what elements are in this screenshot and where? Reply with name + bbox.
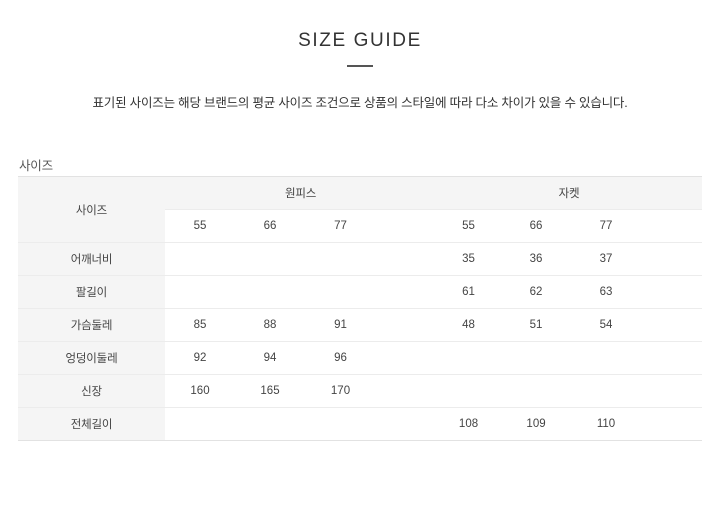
size-header-dress-66: 66 — [235, 209, 305, 243]
row-label: 엉덩이둘레 — [18, 341, 165, 375]
table-row: 팔길이 61 62 63 — [18, 275, 703, 309]
cell: 109 — [501, 407, 572, 441]
cell — [436, 374, 502, 408]
size-header-jacket-66: 66 — [501, 209, 572, 243]
cell — [235, 242, 305, 276]
cell: 88 — [235, 308, 305, 342]
table-row: 어깨너비 35 36 37 — [18, 242, 703, 276]
cell-spacer — [641, 242, 703, 276]
corner-label: 사이즈 — [18, 176, 165, 243]
size-header-jacket-spacer — [641, 209, 703, 243]
row-label: 팔길이 — [18, 275, 165, 309]
cell — [165, 407, 235, 441]
cell: 110 — [571, 407, 642, 441]
cell-spacer — [376, 275, 437, 309]
cell: 160 — [165, 374, 235, 408]
table-row: 엉덩이둘레 92 94 96 — [18, 341, 703, 375]
cell-spacer — [376, 374, 437, 408]
row-label: 전체길이 — [18, 407, 165, 441]
size-header-row: 55 66 77 55 66 77 — [18, 209, 703, 243]
cell: 62 — [501, 275, 572, 309]
row-label: 어깨너비 — [18, 242, 165, 276]
cell: 170 — [305, 374, 376, 408]
cell-spacer — [641, 407, 703, 441]
cell-spacer — [641, 374, 703, 408]
size-table-head: 사이즈 원피스 자켓 55 66 77 55 66 77 — [18, 176, 703, 243]
cell-spacer — [641, 308, 703, 342]
cell-spacer — [376, 308, 437, 342]
table-row: 가슴둘레 85 88 91 48 51 54 — [18, 308, 703, 342]
cell: 94 — [235, 341, 305, 375]
cell: 85 — [165, 308, 235, 342]
size-header-jacket-55: 55 — [436, 209, 502, 243]
title-divider — [347, 65, 373, 67]
cell: 51 — [501, 308, 572, 342]
page-title: SIZE GUIDE — [298, 30, 422, 51]
cell: 108 — [436, 407, 502, 441]
cell: 61 — [436, 275, 502, 309]
row-label: 신장 — [18, 374, 165, 408]
group-header-jacket: 자켓 — [436, 176, 703, 210]
cell: 91 — [305, 308, 376, 342]
cell: 63 — [571, 275, 642, 309]
cell: 37 — [571, 242, 642, 276]
cell — [165, 242, 235, 276]
size-header-dress-spacer — [376, 209, 437, 243]
cell: 48 — [436, 308, 502, 342]
cell — [235, 275, 305, 309]
table-row: 전체길이 108 109 110 — [18, 407, 703, 441]
cell-spacer — [641, 341, 703, 375]
cell: 92 — [165, 341, 235, 375]
cell: 96 — [305, 341, 376, 375]
cell — [571, 341, 642, 375]
intro-text: 표기된 사이즈는 해당 브랜드의 평균 사이즈 조건으로 상품의 스타일에 따라… — [92, 96, 628, 110]
cell — [501, 341, 572, 375]
cell — [436, 341, 502, 375]
cell — [305, 275, 376, 309]
section-label: 사이즈 — [19, 159, 53, 173]
row-label: 가슴둘레 — [18, 308, 165, 342]
cell-spacer — [641, 275, 703, 309]
cell — [305, 242, 376, 276]
cell: 165 — [235, 374, 305, 408]
group-header-dress: 원피스 — [165, 176, 437, 210]
cell: 35 — [436, 242, 502, 276]
cell — [501, 374, 572, 408]
cell: 36 — [501, 242, 572, 276]
cell — [235, 407, 305, 441]
cell-spacer — [376, 242, 437, 276]
cell — [305, 407, 376, 441]
size-table-wrapper: 사이즈 원피스 자켓 55 66 77 55 66 77 어깨너비 — [18, 176, 703, 441]
size-header-dress-55: 55 — [165, 209, 235, 243]
cell: 54 — [571, 308, 642, 342]
table-row: 신장 160 165 170 — [18, 374, 703, 408]
cell — [571, 374, 642, 408]
cell — [165, 275, 235, 309]
size-table: 사이즈 원피스 자켓 55 66 77 55 66 77 어깨너비 — [18, 176, 703, 441]
cell-spacer — [376, 341, 437, 375]
size-header-dress-77: 77 — [305, 209, 376, 243]
cell-spacer — [376, 407, 437, 441]
size-table-body: 어깨너비 35 36 37 팔길이 61 62 — [18, 242, 703, 441]
size-header-jacket-77: 77 — [571, 209, 642, 243]
group-header-row: 사이즈 원피스 자켓 — [18, 176, 703, 243]
